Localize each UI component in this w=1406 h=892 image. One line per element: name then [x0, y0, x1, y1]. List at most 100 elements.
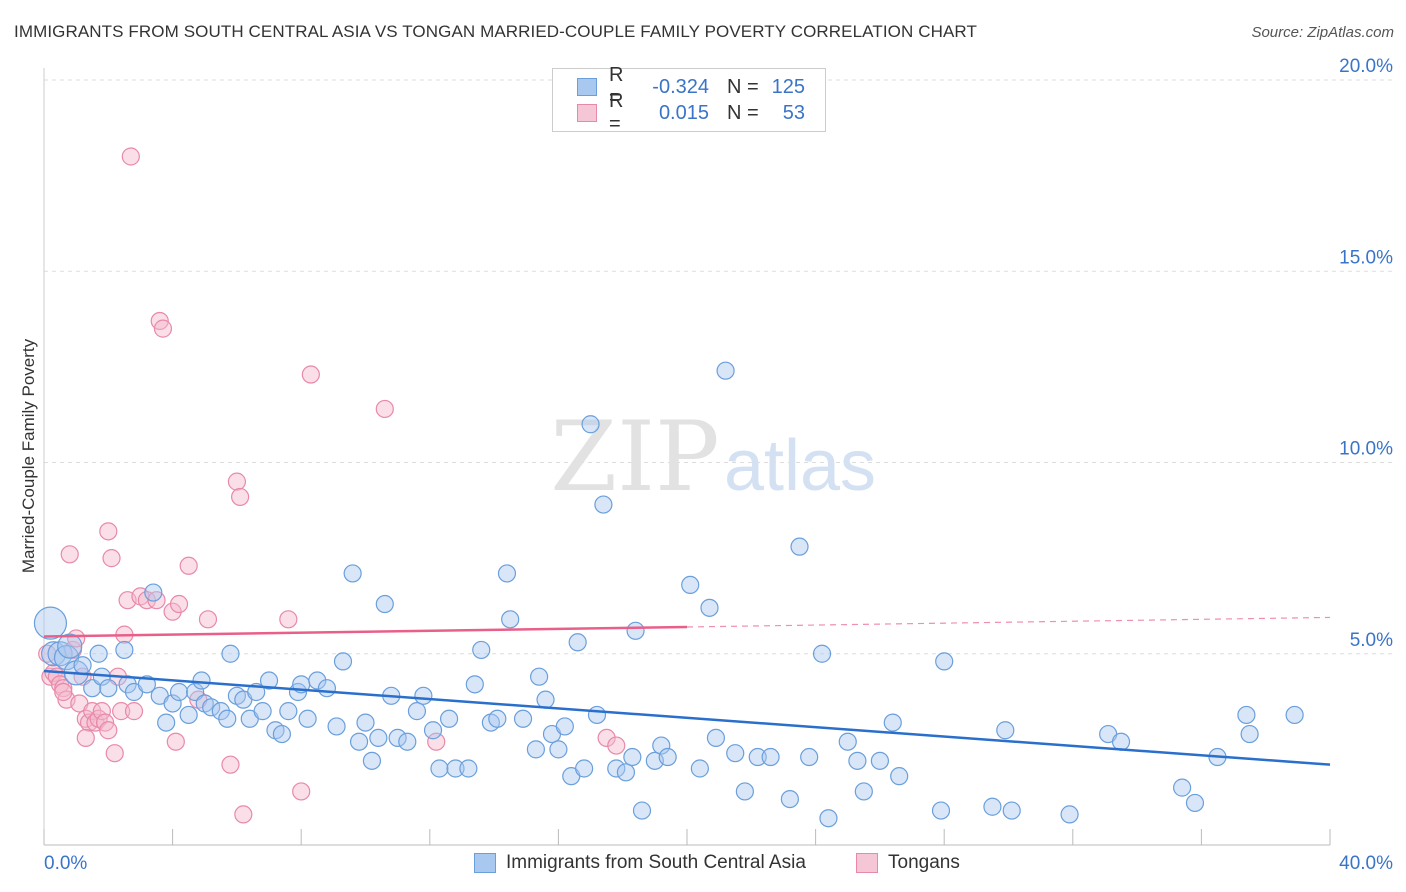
tongans-point: [292, 782, 311, 801]
tongans-point: [427, 732, 446, 751]
tongans-point: [375, 399, 394, 419]
x-tick-label: 0.0%: [44, 853, 87, 874]
tongans-point: [54, 679, 73, 698]
south-central-asia-point: [253, 702, 272, 721]
south-central-asia-point: [983, 797, 1002, 816]
tongans-point: [607, 736, 626, 755]
legend-n-value: 125: [771, 75, 805, 98]
tongans-point: [227, 472, 246, 491]
south-central-asia-point: [1060, 805, 1079, 824]
south-central-asia-point: [1002, 801, 1021, 820]
south-central-asia-point: [706, 728, 726, 748]
south-central-asia-point: [272, 724, 292, 744]
trendline-tongans-extension: [686, 616, 1331, 628]
tongans-point: [153, 319, 173, 338]
tongans-point: [105, 744, 124, 763]
south-central-asia-point: [530, 667, 549, 686]
trendlines: [43, 616, 1331, 766]
legend-row-tongans: R = 0.015 N = 53: [577, 90, 805, 135]
tongans-points: [38, 147, 626, 824]
legend-r-label: R =: [609, 90, 624, 135]
series-legend-label: Tongans: [888, 852, 960, 873]
south-central-asia-point: [298, 709, 317, 728]
watermark-zip: ZIP: [550, 401, 719, 513]
south-central-asia-point: [349, 732, 369, 751]
tongans-point: [169, 594, 189, 614]
x-tick-label: 40.0%: [1339, 853, 1393, 874]
legend-swatch-blue: [577, 78, 597, 96]
y-tick-label: 15.0%: [1339, 247, 1393, 268]
south-central-asia-point: [819, 809, 838, 828]
series-swatch-blue: [474, 853, 496, 873]
trendline-south-central-asia: [43, 669, 1331, 766]
south-central-asia-point: [812, 644, 832, 663]
tongans-point: [166, 732, 185, 751]
south-central-asia-point: [854, 782, 873, 801]
tongans-point: [597, 728, 616, 748]
south-central-asia-point: [996, 721, 1015, 740]
tongans-point: [99, 522, 118, 541]
south-central-asia-point: [89, 644, 108, 663]
south-central-asia-point: [115, 640, 134, 660]
south-central-asia-point: [73, 656, 92, 675]
south-central-asia-point: [575, 759, 594, 778]
south-central-asia-point: [652, 736, 671, 755]
tongans-point: [60, 545, 79, 564]
south-central-asia-point: [526, 740, 545, 759]
tongans-point: [112, 702, 131, 721]
south-central-asia-point: [259, 671, 279, 690]
south-central-asia-point: [388, 728, 407, 748]
south-central-asia-point: [623, 747, 642, 767]
series-legend-tongans: Tongans: [856, 852, 960, 874]
south-central-asia-point: [568, 633, 587, 652]
south-central-asia-point: [459, 759, 478, 778]
south-central-asia-point: [33, 606, 68, 640]
south-central-asia-point: [587, 705, 607, 725]
south-central-asia-point: [681, 575, 700, 595]
south-central-asia-point: [607, 759, 626, 778]
y-axis-label: Married-Couple Family Poverty: [19, 338, 38, 573]
south-central-asia-point: [501, 610, 520, 629]
south-central-asia-point: [581, 415, 600, 434]
south-central-asia-point: [935, 652, 954, 671]
south-central-asia-point: [218, 709, 237, 728]
tongans-point: [54, 682, 73, 702]
watermark: ZIP atlas: [550, 401, 876, 513]
south-central-asia-point: [1285, 705, 1304, 725]
south-central-asia-point: [536, 690, 555, 709]
south-central-asia-point: [735, 782, 754, 801]
south-central-asia-point: [1240, 724, 1259, 744]
south-central-asia-point: [430, 759, 449, 778]
south-central-asia-point: [99, 679, 118, 698]
south-central-asia-point: [726, 744, 745, 763]
south-central-asia-point: [343, 564, 362, 583]
y-tick-label: 20.0%: [1339, 56, 1393, 77]
south-central-asia-point: [1173, 778, 1192, 797]
south-central-asia-point: [439, 709, 459, 728]
south-central-asia-point: [144, 583, 163, 602]
south-central-asia-point: [163, 694, 182, 713]
legend-n-label: N =: [727, 75, 759, 98]
south-central-asia-point: [931, 801, 951, 820]
tongans-point: [102, 549, 121, 568]
south-central-asia-point: [626, 621, 645, 640]
south-central-asia-point: [446, 759, 465, 778]
south-central-asia-point: [398, 732, 417, 751]
south-central-asia-point: [555, 717, 574, 736]
tick-labels: 5.0% 10.0% 15.0% 20.0% 0.0% 40.0%: [44, 56, 1393, 874]
legend-r-label: R =: [609, 64, 624, 109]
south-central-asia-point: [497, 564, 517, 583]
axes: [43, 68, 1331, 846]
south-central-asia-point: [356, 713, 375, 732]
south-central-asia-point: [594, 495, 613, 514]
south-central-asia-point: [870, 751, 890, 770]
legend-r-value: 0.015: [658, 101, 709, 124]
watermark-atlas: atlas: [724, 426, 876, 506]
south-central-asia-point: [716, 361, 735, 380]
legend-r-value: -0.324: [652, 75, 709, 98]
series-legend-label: Immigrants from South Central Asia: [506, 852, 806, 873]
south-central-asia-point: [317, 679, 337, 698]
south-central-asia-point: [838, 732, 857, 751]
legend-n-label: N =: [727, 101, 759, 124]
south-central-asia-point: [333, 652, 353, 671]
